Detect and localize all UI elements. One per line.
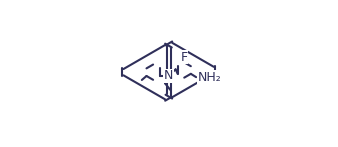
Text: F: F: [181, 51, 188, 64]
Text: NH₂: NH₂: [198, 71, 222, 84]
Text: N: N: [164, 70, 173, 82]
